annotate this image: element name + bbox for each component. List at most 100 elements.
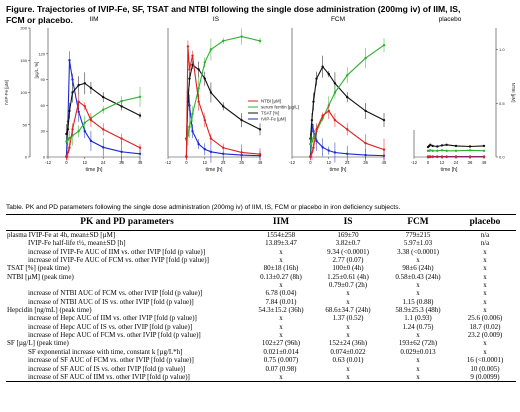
y2-tick-label: 120 — [38, 51, 45, 56]
row-value: 10 (0.005) — [470, 364, 500, 373]
x-tick-label: 24 — [454, 160, 459, 165]
data-point — [309, 142, 312, 146]
data-point — [310, 140, 314, 143]
x-tick-label: -12 — [165, 160, 172, 165]
data-point — [429, 149, 432, 152]
chart-title: IIM — [89, 16, 98, 23]
x-axis-label: time [h] — [205, 167, 223, 173]
data-point — [203, 61, 206, 64]
data-point — [312, 136, 315, 140]
data-point — [186, 134, 190, 137]
row-value: x — [483, 339, 487, 348]
row-value: x — [248, 372, 314, 383]
table-row: IVIP-Fe half-life t½, mean±SD [h] 13.89±3… — [6, 239, 516, 247]
row-value: 13.89±3.47 — [265, 239, 297, 248]
header-parameters: PK and PD parameters — [6, 214, 248, 231]
data-point — [445, 143, 448, 147]
data-point — [364, 56, 367, 60]
data-point — [468, 145, 472, 148]
row-value: 779±215 — [405, 231, 431, 239]
data-point — [68, 109, 71, 113]
x-tick-label: 0 — [309, 160, 312, 165]
row-value: 193±62 (72h) — [398, 339, 438, 348]
data-point — [258, 39, 262, 43]
data-point — [346, 128, 349, 131]
row-value: x — [279, 281, 283, 290]
table-row: increase of SF AUC of IS vs. other IVIP … — [6, 365, 516, 373]
table-row: increase of NTBI AUC of FCM vs. other IV… — [6, 289, 516, 297]
x-axis-label: time [h] — [440, 167, 458, 173]
data-point — [364, 141, 367, 145]
data-point — [431, 155, 434, 159]
data-point — [429, 155, 432, 159]
data-point — [222, 152, 225, 155]
table-row: increase of NTBI AUC of IS vs. other IVI… — [6, 298, 516, 306]
table-header-row: PK and PD parameters IIM IS FCM placebo — [6, 214, 516, 231]
row-value: x — [279, 322, 283, 331]
data-point — [83, 105, 87, 108]
row-label: SF exponential increase with time, const… — [28, 347, 183, 356]
row-label — [6, 281, 248, 289]
row-label: increase of Hepc AUC of IIM vs. other IV… — [28, 314, 197, 323]
row-value: 152±24 (36h) — [328, 339, 368, 348]
data-point — [89, 118, 93, 122]
data-point — [346, 95, 349, 99]
row-label: plasma IVIP-Fe at 4h, mean±SD [µM] — [7, 231, 116, 239]
chart-title: FCM — [331, 16, 345, 23]
series-line — [185, 92, 261, 157]
data-point — [66, 151, 70, 154]
x-tick-label: 12 — [202, 160, 207, 165]
row-value: 7.84 (0.01) — [265, 297, 297, 306]
series-line — [65, 100, 141, 158]
row-value: x — [279, 247, 283, 256]
row-label: increase of Hepc AUC of IS vs. other IVI… — [28, 322, 193, 331]
row-label: NTBI [µM] (peak time) — [7, 272, 74, 281]
legend-label: NTBI [µM] — [261, 99, 281, 104]
row-value: x — [416, 356, 420, 365]
row-value: 1.25±0.61 (4h) — [327, 272, 369, 281]
y2-tick-label: 0 — [43, 155, 46, 160]
y1-tick-label: 150 — [20, 58, 27, 63]
data-point — [468, 149, 472, 152]
data-point — [440, 155, 444, 159]
row-value: x — [483, 297, 487, 306]
figure-title-line1: Figure. Trajectories of IVIP-Fe, SF, TSA… — [6, 4, 461, 14]
y4-tick-label: 1.0 — [499, 47, 505, 52]
data-point — [482, 144, 486, 148]
row-value: 2.77 (0.07) — [332, 256, 364, 265]
data-point — [191, 112, 194, 116]
table-row: increase of IVIP-Fe AUC of FCM vs. other… — [6, 256, 516, 264]
data-point — [327, 72, 330, 76]
x-tick-label: 0 — [427, 160, 430, 165]
data-point — [333, 118, 337, 122]
x-tick-label: 36 — [239, 160, 244, 165]
table-row: increase of IVIP-Fe AUC of IIM vs. other… — [6, 248, 516, 256]
legend-label: IVIP-Fe [µM] — [261, 117, 286, 122]
data-point — [440, 149, 444, 152]
row-value: x — [279, 256, 283, 265]
row-value: x — [483, 347, 487, 356]
row-label: increase of NTBI AUC of FCM vs. other IV… — [28, 289, 203, 298]
y2-tick-label: 30 — [41, 129, 46, 134]
data-point — [310, 118, 314, 122]
data-point — [138, 95, 142, 99]
data-point — [197, 68, 200, 71]
y4-axis-label: NTBI [µM] — [511, 83, 516, 103]
series-line — [185, 46, 261, 158]
row-value: 3.82±0.7 — [335, 239, 361, 248]
data-point — [188, 125, 191, 129]
series-line — [185, 63, 261, 139]
data-point — [333, 151, 337, 154]
row-value: x — [279, 314, 283, 323]
row-value: 1554±258 — [266, 231, 296, 239]
data-point — [191, 54, 194, 57]
data-point — [65, 140, 68, 143]
row-value: x — [416, 281, 420, 290]
header-fcm: FCM — [382, 214, 454, 231]
data-point — [197, 100, 200, 103]
x-tick-label: 36 — [119, 160, 124, 165]
data-point — [382, 148, 386, 151]
data-point — [222, 105, 225, 108]
series-line — [309, 124, 385, 157]
